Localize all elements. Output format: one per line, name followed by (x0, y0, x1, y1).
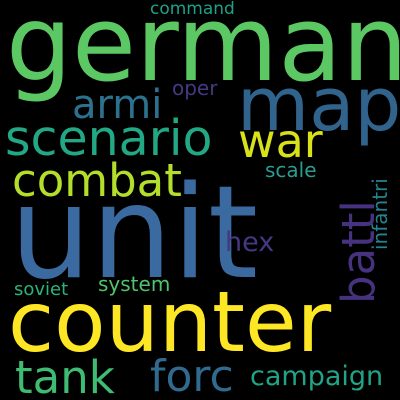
word-unit: unit (10, 159, 258, 308)
word-armi: armi (72, 82, 163, 128)
word-soviet: soviet (14, 279, 69, 300)
word-german: german (6, 0, 400, 105)
word-scenario: scenario (5, 110, 213, 167)
word-combat: combat (12, 154, 182, 207)
word-tank: tank (15, 351, 115, 400)
word-forc: forc (150, 351, 234, 400)
word-scale: scale (265, 158, 317, 182)
word-oper: oper (172, 76, 218, 100)
word-counter: counter (8, 273, 332, 371)
word-command: command (150, 0, 235, 19)
word-war: war (238, 114, 323, 168)
word-system: system (98, 272, 171, 296)
word-hex: hex (225, 227, 275, 258)
word-infantri: infantri (368, 178, 392, 250)
word-campaign: campaign (250, 361, 384, 392)
word-map: map (237, 62, 400, 148)
